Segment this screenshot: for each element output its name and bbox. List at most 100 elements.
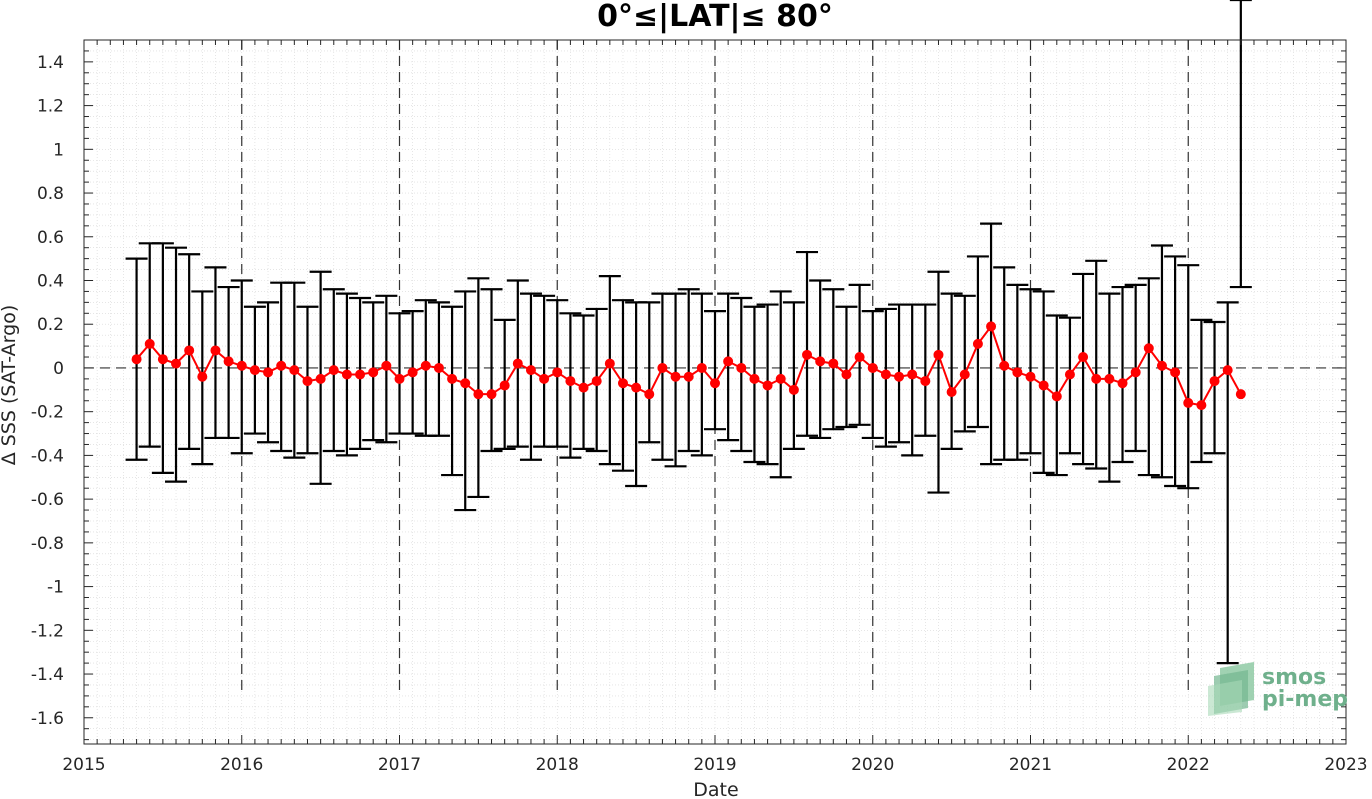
data-point (775, 373, 786, 384)
y-tick-label: -0.4 (31, 446, 64, 466)
data-point (223, 356, 234, 367)
data-point (1038, 380, 1049, 391)
data-point (328, 365, 339, 376)
data-point (210, 345, 221, 356)
chart-title: 0°≤|LAT|≤ 80° (597, 0, 833, 34)
data-point (447, 373, 458, 384)
data-point (289, 365, 300, 376)
y-tick-label: 1.4 (37, 53, 64, 73)
data-point (1130, 367, 1141, 378)
data-point (1170, 367, 1181, 378)
data-point (1051, 391, 1062, 402)
data-point (525, 365, 536, 376)
data-point (302, 376, 313, 387)
y-tick-label: 1.2 (37, 97, 64, 117)
data-point (880, 369, 891, 380)
data-point (1091, 373, 1102, 384)
data-point (920, 376, 931, 387)
data-point (144, 338, 155, 349)
data-point (972, 338, 983, 349)
data-point (1209, 376, 1220, 387)
data-point (499, 380, 510, 391)
smos-pimep-logo: smos pi-mep (1208, 662, 1348, 716)
data-point (907, 369, 918, 380)
data-point (276, 360, 287, 371)
data-point (263, 367, 274, 378)
error-bars (125, 0, 1252, 665)
data-point (736, 362, 747, 373)
y-tick-label: 0.4 (37, 271, 64, 291)
x-tick-label: 2018 (536, 755, 579, 775)
y-axis-title: Δ SSS (SAT-Argo) (0, 305, 20, 465)
y-tick-label: 0.8 (37, 184, 64, 204)
data-point (986, 321, 997, 332)
data-point (512, 358, 523, 369)
y-tick-label: -0.6 (31, 490, 64, 510)
x-tick-label: 2016 (220, 755, 263, 775)
axis-ticks (83, 39, 1347, 744)
data-point (249, 365, 260, 376)
data-point (1183, 397, 1194, 408)
data-point (473, 389, 484, 400)
data-point (631, 382, 642, 393)
y-tick-label: 0 (53, 359, 64, 379)
data-point (236, 360, 247, 371)
data-point (591, 376, 602, 387)
data-point (552, 367, 563, 378)
data-markers (131, 321, 1246, 411)
data-point (644, 389, 655, 400)
x-tick-label: 2022 (1167, 755, 1210, 775)
logo-mark-icon (1208, 662, 1254, 716)
data-point (381, 360, 392, 371)
data-point (933, 349, 944, 360)
data-point (565, 376, 576, 387)
data-point (841, 369, 852, 380)
x-tick-label: 2021 (1009, 755, 1052, 775)
x-tick-label: 2020 (851, 755, 894, 775)
data-point (1025, 371, 1036, 382)
data-point (604, 358, 615, 369)
x-axis-title: Date (693, 779, 738, 799)
data-point (1078, 352, 1089, 363)
data-point (617, 378, 628, 389)
logo-line1: smos (1262, 665, 1326, 690)
x-tick-label: 2017 (378, 755, 421, 775)
data-point (854, 352, 865, 363)
data-point (723, 356, 734, 367)
y-tick-label: -1 (47, 578, 64, 598)
x-tick-label: 2019 (693, 755, 736, 775)
data-point (959, 369, 970, 380)
data-point (657, 362, 668, 373)
y-tick-label: -0.2 (31, 403, 64, 423)
y-tick-label: -0.8 (31, 534, 64, 554)
data-point (539, 373, 550, 384)
x-tick-labels: 2015 2016 2017 2018 2019 2020 2021 2022 2023 (62, 755, 1367, 775)
y-tick-label: -1.4 (31, 665, 64, 685)
data-point (894, 371, 905, 382)
data-point (946, 387, 957, 397)
data-point (1143, 343, 1154, 354)
data-point (788, 384, 799, 395)
data-point (683, 371, 694, 382)
data-point (1012, 367, 1023, 378)
data-point (1235, 389, 1246, 400)
data-point (1222, 365, 1233, 376)
data-point (131, 354, 142, 365)
data-point (696, 362, 707, 373)
data-point (315, 373, 326, 384)
y-tick-label: 1 (53, 140, 64, 160)
data-point (749, 373, 760, 384)
data-point (670, 371, 681, 382)
data-point (394, 373, 405, 384)
data-point (433, 362, 444, 373)
data-point (867, 362, 878, 373)
data-point (1117, 378, 1128, 389)
y-tick-label: 0.2 (37, 315, 64, 335)
data-point (1196, 400, 1207, 411)
y-tick-label: -1.2 (31, 621, 64, 641)
data-point (341, 369, 352, 380)
data-point (420, 360, 431, 371)
data-point (578, 382, 589, 393)
data-point (184, 345, 195, 356)
